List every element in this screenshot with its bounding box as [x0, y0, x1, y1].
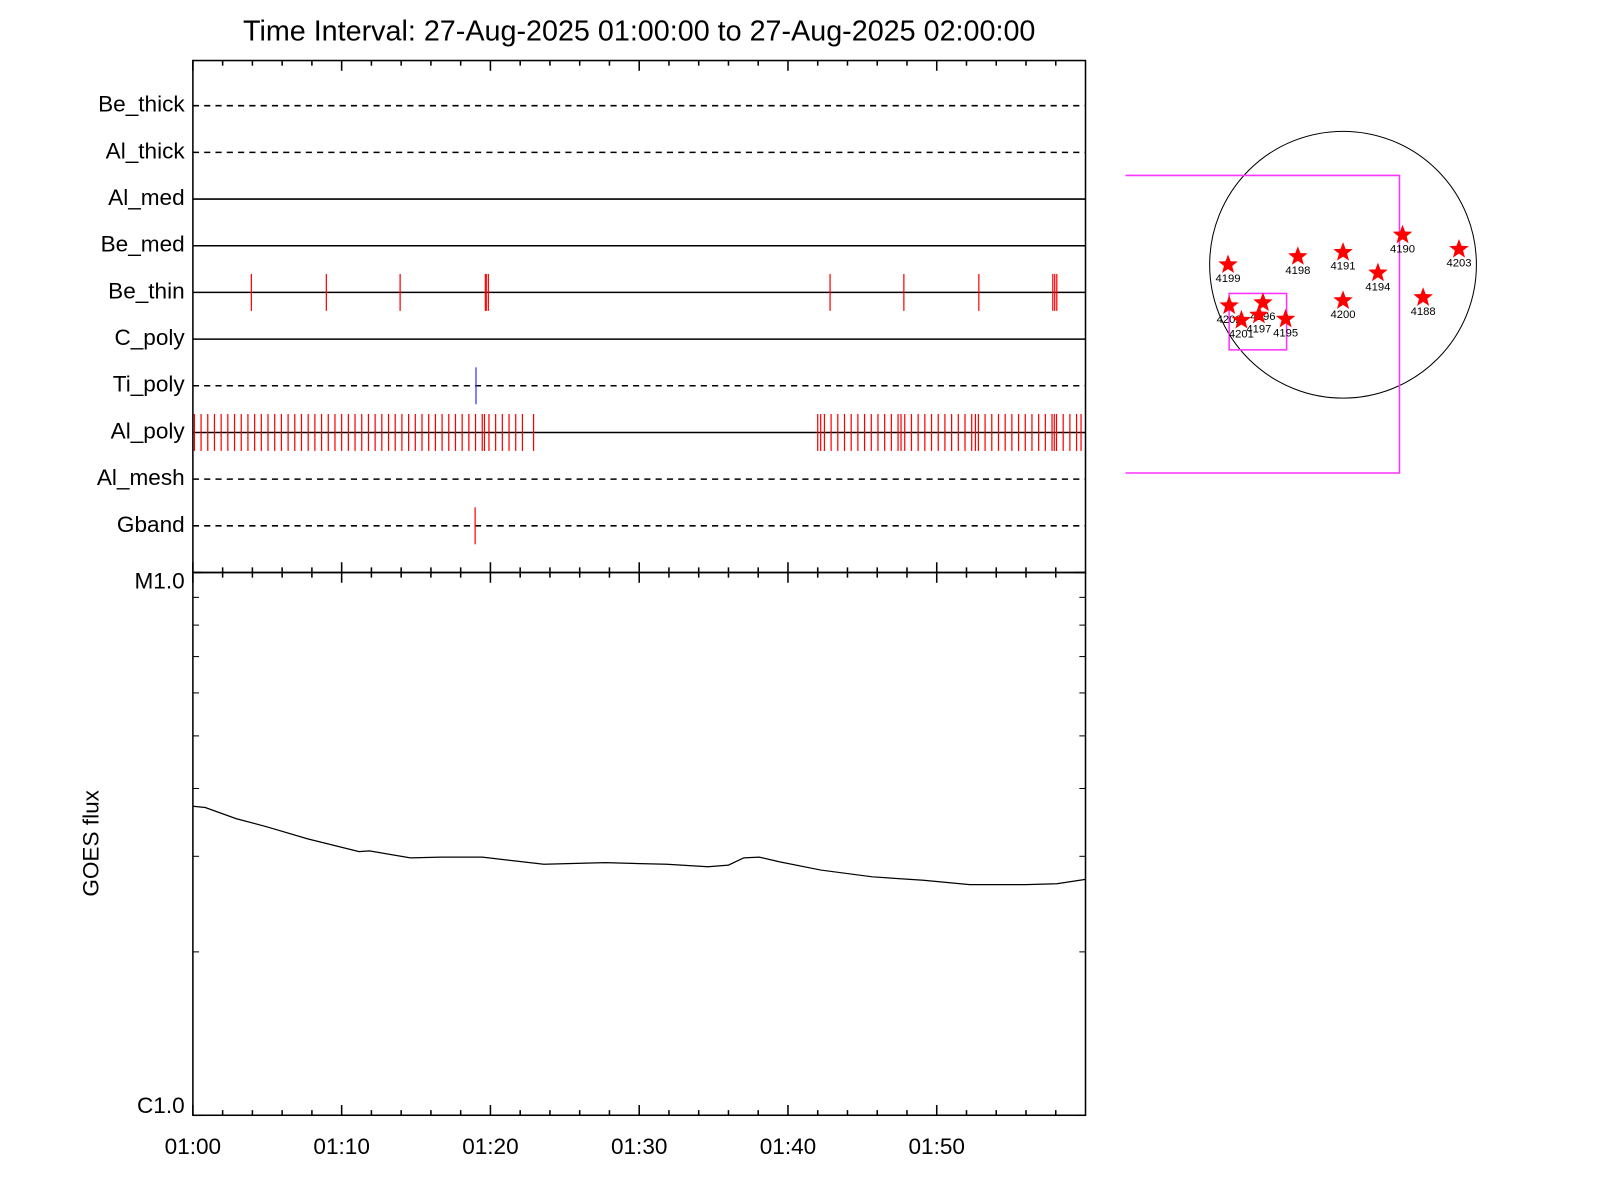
plot-area: Time Interval: 27-Aug-2025 01:00:00 to 2… [78, 15, 1477, 1159]
timeline-frame [192, 59, 1087, 574]
row-label: Gband [117, 512, 185, 537]
row-label: Al_mesh [97, 465, 185, 490]
region-label: 4194 [1365, 281, 1390, 293]
y-tick-label: C1.0 [137, 1093, 185, 1118]
flux-line [192, 805, 1086, 886]
region-label: 4188 [1411, 306, 1436, 318]
solar-disk [1209, 130, 1477, 399]
x-tick-label: 01:10 [313, 1134, 369, 1159]
region-label: 4195 [1273, 327, 1298, 339]
region-star [1253, 292, 1273, 311]
row-label: Al_med [108, 185, 185, 210]
region-label: 4202 [1217, 314, 1242, 326]
region-label: 4200 [1331, 309, 1356, 321]
region-label: 4198 [1285, 265, 1310, 277]
row-label: Al_poly [111, 418, 186, 443]
row-label: Ti_poly [113, 372, 186, 397]
region-star [1449, 239, 1469, 258]
chart-title: Time Interval: 27-Aug-2025 01:00:00 to 2… [243, 15, 1035, 47]
x-tick-label: 01:50 [909, 1134, 965, 1159]
x-tick-label: 01:40 [760, 1134, 816, 1159]
row-label: C_poly [114, 325, 185, 350]
region-star [1392, 224, 1413, 244]
region-label: 4201 [1229, 329, 1254, 341]
region-label: 4197 [1246, 323, 1271, 335]
x-tick-label: 01:20 [462, 1134, 518, 1159]
region-star [1333, 290, 1353, 309]
region-star [1249, 304, 1269, 324]
region-star [1368, 262, 1388, 282]
y-tick-label: M1.0 [135, 569, 185, 594]
row-label: Al_thick [106, 138, 186, 163]
region-star [1218, 254, 1238, 274]
region-label: 4203 [1446, 258, 1471, 270]
row-label: Be_thick [98, 92, 185, 117]
region-star [1231, 309, 1252, 329]
region-label: 4190 [1390, 243, 1415, 255]
row-label: Be_med [101, 232, 185, 257]
region-star [1288, 246, 1308, 265]
y-axis-label: GOES flux [78, 789, 103, 896]
region-label: 4199 [1216, 273, 1241, 285]
x-tick-label: 01:30 [611, 1134, 667, 1159]
row-label: Be_thin [108, 278, 185, 303]
field-of-view [1125, 174, 1401, 474]
region-label: 4191 [1331, 261, 1356, 273]
region-star [1275, 308, 1296, 328]
region-star [1413, 287, 1433, 306]
region-star [1219, 295, 1239, 315]
region-star [1333, 242, 1353, 261]
x-tick-label: 01:00 [165, 1134, 221, 1159]
